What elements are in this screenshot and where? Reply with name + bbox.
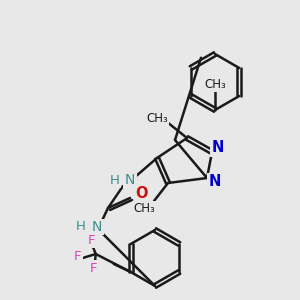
Text: CH₃: CH₃ (133, 202, 155, 215)
Text: N: N (209, 175, 221, 190)
Text: O: O (136, 187, 148, 202)
Text: F: F (88, 233, 95, 247)
Text: F: F (90, 262, 98, 275)
Text: N: N (125, 173, 135, 187)
Text: H: H (76, 220, 86, 233)
Text: N: N (212, 140, 224, 155)
Text: F: F (74, 250, 82, 262)
Text: H: H (110, 173, 120, 187)
Text: CH₃: CH₃ (146, 112, 168, 124)
Text: N: N (92, 220, 102, 234)
Text: CH₃: CH₃ (204, 77, 226, 91)
